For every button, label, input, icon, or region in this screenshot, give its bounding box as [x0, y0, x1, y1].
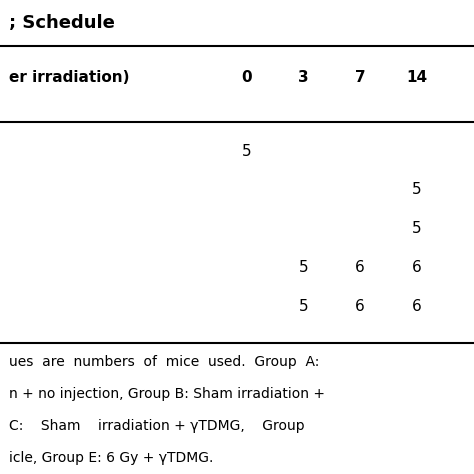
Text: 5: 5 — [299, 260, 308, 275]
Text: ; Schedule: ; Schedule — [9, 14, 115, 32]
Text: 5: 5 — [242, 144, 251, 159]
Text: 7: 7 — [355, 70, 365, 85]
Text: 5: 5 — [412, 182, 422, 198]
Text: n + no injection, Group B: Sham irradiation +: n + no injection, Group B: Sham irradiat… — [9, 387, 326, 401]
Text: 6: 6 — [356, 260, 365, 275]
Text: 3: 3 — [298, 70, 309, 85]
Text: icle, Group E: 6 Gy + γTDMG.: icle, Group E: 6 Gy + γTDMG. — [9, 451, 214, 465]
Text: ues  are  numbers  of  mice  used.  Group  A:: ues are numbers of mice used. Group A: — [9, 355, 320, 369]
Text: 6: 6 — [412, 299, 422, 314]
Text: 5: 5 — [412, 221, 422, 237]
Text: 14: 14 — [407, 70, 428, 85]
Text: 6: 6 — [412, 260, 422, 275]
Text: 0: 0 — [241, 70, 252, 85]
Text: C:    Sham    irradiation + γTDMG,    Group: C: Sham irradiation + γTDMG, Group — [9, 419, 305, 433]
Text: 5: 5 — [299, 299, 308, 314]
Text: 6: 6 — [356, 299, 365, 314]
Text: er irradiation): er irradiation) — [9, 70, 130, 85]
